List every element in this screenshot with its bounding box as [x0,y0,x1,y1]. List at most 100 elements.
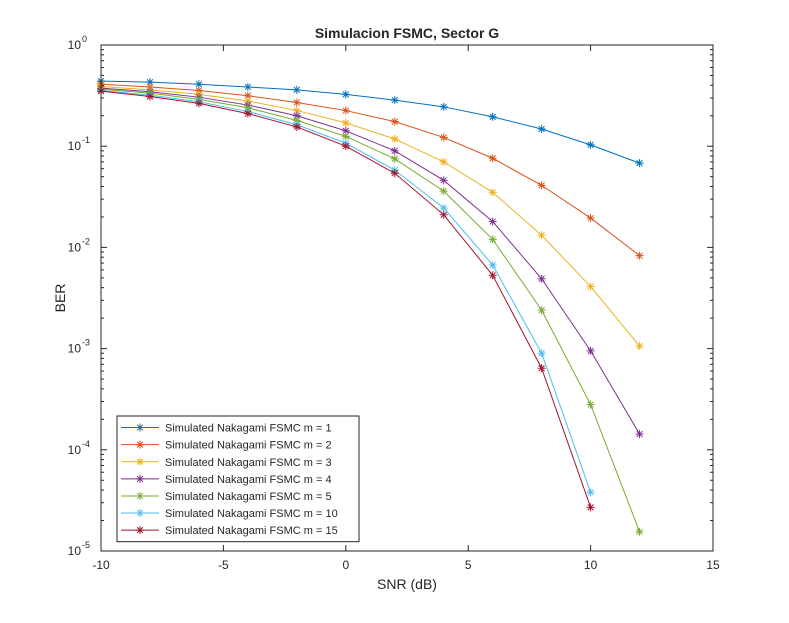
y-tick-label-exponent: -4 [82,439,90,449]
data-point [586,503,595,512]
y-tick-label-exponent: -1 [82,135,90,145]
legend-label: Simulated Nakagami FSMC m = 3 [165,457,332,469]
data-point [292,106,301,115]
legend: Simulated Nakagami FSMC m = 1 Simulated N… [116,415,360,543]
y-tick-label-base: 10 [68,443,82,457]
x-tick-label: 10 [584,558,598,572]
legend-marker [136,526,144,535]
data-point [341,118,350,127]
data-point [537,306,546,315]
legend-label: Simulated Nakagami FSMC m = 5 [165,491,332,503]
series-3 [97,82,644,351]
legend-item: Simulated Nakagami FSMC m = 2 [121,440,332,452]
data-point [488,154,497,163]
y-tick-label-base: 10 [68,38,82,52]
plot-frame [100,44,714,552]
y-tick-label-exponent: 0 [82,34,87,44]
data-point [439,133,448,142]
data-point [390,154,399,163]
series-line [100,87,640,435]
data-point [243,82,252,91]
x-tick-label: 5 [465,558,472,572]
data-point [390,117,399,126]
y-axis-label: BER [52,284,68,313]
data-point [390,169,399,178]
legend-label: Simulated Nakagami FSMC m = 1 [165,423,332,435]
data-point [390,96,399,105]
legend-label: Simulated Nakagami FSMC m = 4 [165,474,332,486]
data-point [341,142,350,151]
legend-item: Simulated Nakagami FSMC m = 1 [121,423,332,435]
legend-item: Simulated Nakagami FSMC m = 10 [121,508,338,520]
data-point [488,188,497,197]
data-point [537,231,546,240]
legend-item: Simulated Nakagami FSMC m = 3 [121,457,332,469]
series-7 [97,87,595,512]
legend-item: Simulated Nakagami FSMC m = 4 [121,474,332,486]
data-point [586,400,595,409]
data-point [635,527,644,536]
data-point [439,176,448,185]
legend-label: Simulated Nakagami FSMC m = 2 [165,440,332,452]
chart-title: Simulacion FSMC, Sector G [315,25,499,41]
data-point [292,85,301,94]
data-point [341,132,350,141]
series-line [100,83,640,256]
y-tick-label: 10 0 [68,34,87,52]
series-line [100,88,641,532]
legend-label: Simulated Nakagami FSMC m = 10 [165,508,338,520]
legend-label: Simulated Nakagami FSMC m = 15 [165,525,338,537]
y-tick-label-base: 10 [68,342,82,356]
y-tick-label: 10 -5 [68,540,90,558]
data-point [439,157,448,166]
data-point [586,488,595,497]
data-point [537,124,546,133]
data-point [537,349,546,358]
y-tick-label-exponent: -5 [82,540,90,550]
y-tick-label-base: 10 [68,139,82,153]
legend-marker [136,491,144,500]
legend-marker [136,474,144,483]
data-point [341,106,350,115]
data-point [341,90,350,99]
y-tick-label-exponent: -3 [82,338,90,348]
legend-marker [136,509,144,518]
data-point [586,214,595,223]
y-tick-label-base: 10 [68,544,82,558]
y-tick-label: 10 -1 [68,135,90,153]
data-point [537,181,546,190]
legend-item: Simulated Nakagami FSMC m = 15 [121,525,338,537]
series-line [100,80,640,164]
series-layer [97,77,644,536]
y-tick-label: 10 -2 [68,236,90,254]
data-point [488,271,497,280]
data-point [243,109,252,118]
data-point [488,217,497,226]
series-2 [97,80,644,260]
data-point [341,126,350,135]
legend-item: Simulated Nakagami FSMC m = 5 [121,491,332,503]
data-point [439,210,448,219]
x-tick-label: -10 [92,558,110,572]
data-point [194,99,203,108]
x-tick-label: 15 [706,558,720,572]
data-point [390,134,399,143]
data-point [439,102,448,111]
data-point [292,122,301,131]
legend-marker [136,440,144,449]
data-point [439,204,448,213]
x-tick-label: -5 [218,558,229,572]
x-axis-label: SNR (dB) [377,576,437,592]
data-point [145,92,154,101]
data-point [488,112,497,121]
data-point [439,187,448,196]
data-point [537,364,546,373]
data-point [635,342,644,351]
series-line [100,85,640,347]
data-point [292,98,301,107]
y-tick-label: 10 -4 [68,439,90,457]
data-point [488,235,497,244]
